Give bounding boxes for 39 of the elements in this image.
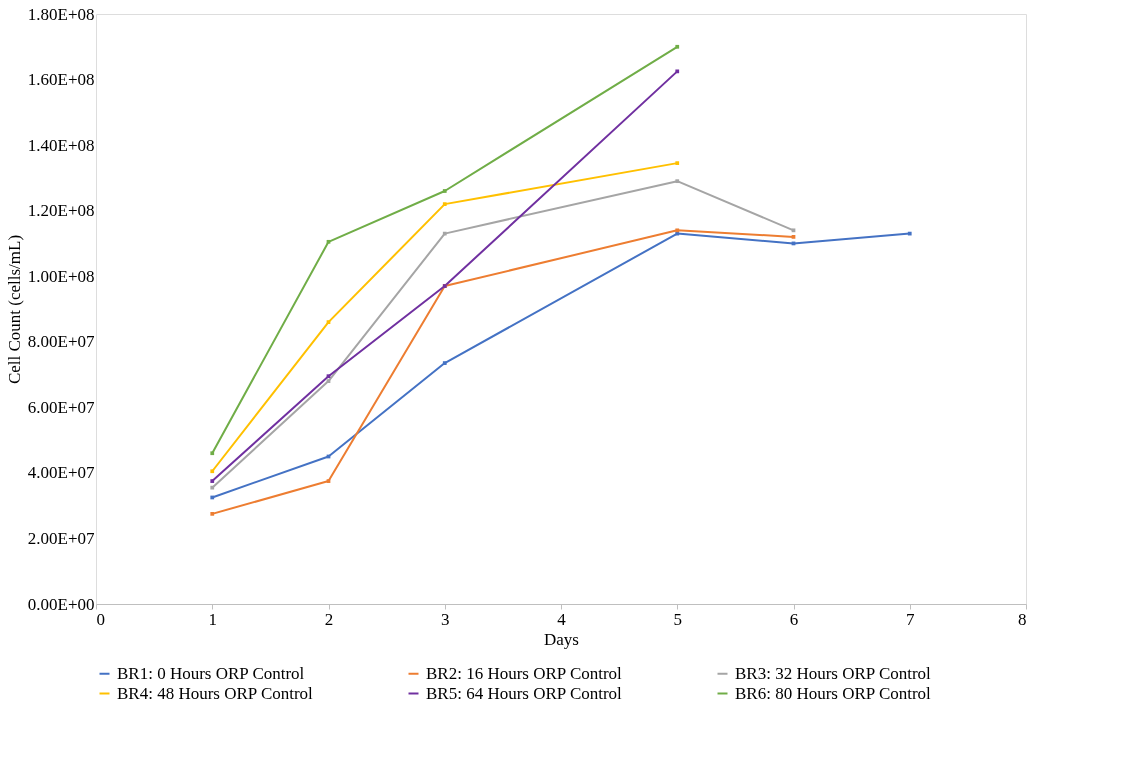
point — [210, 511, 215, 516]
y-tick-label: 1.20E+08 — [27, 201, 95, 221]
x-tick-label: 8 — [1018, 609, 1027, 629]
point — [442, 361, 447, 365]
point — [675, 161, 680, 166]
legend-label: BR2: 16 Hours ORP Control — [426, 663, 623, 683]
y-tick-label: 1.40E+08 — [27, 135, 95, 155]
legend-label: BR6: 80 Hours ORP Control — [735, 683, 932, 703]
y-tick-label: 1.60E+08 — [27, 70, 95, 90]
y-tick-label: 0.00E+00 — [27, 594, 95, 614]
y-tick-label: 1.80E+08 — [27, 4, 95, 24]
x-tick-label: 6 — [789, 609, 799, 629]
x-tick-label: 0 — [96, 609, 105, 629]
x-tick-label: 2 — [324, 609, 334, 629]
y-tick-label: 1.00E+08 — [27, 266, 95, 286]
y-tick-label: 8.00E+07 — [27, 332, 95, 352]
point — [210, 479, 215, 483]
point — [210, 451, 215, 456]
x-tick-label: 7 — [906, 609, 915, 629]
point — [442, 189, 447, 193]
legend-label: BR5: 64 Hours ORP Control — [426, 683, 623, 703]
point — [442, 202, 447, 206]
x-tick-label: 4 — [557, 609, 567, 629]
point — [675, 44, 680, 49]
legend-label: BR4: 48 Hours ORP Control — [117, 683, 314, 703]
x-axis-title: Days — [544, 629, 579, 649]
x-tick-label: 5 — [673, 609, 682, 629]
y-tick-label: 2.00E+07 — [27, 528, 95, 548]
point — [675, 179, 680, 184]
y-axis-title: Cell Count (cells/mL) — [4, 234, 24, 385]
y-tick-label: 4.00E+07 — [27, 463, 95, 483]
legend-label: BR3: 32 Hours ORP Control — [735, 663, 932, 683]
x-tick-label: 3 — [441, 609, 450, 629]
y-tick-label: 6.00E+07 — [27, 397, 95, 417]
x-tick-label: 1 — [208, 609, 217, 629]
point — [210, 469, 215, 474]
legend-label: BR1: 0 Hours ORP Control — [117, 663, 305, 683]
point — [675, 69, 680, 74]
point — [210, 485, 215, 490]
